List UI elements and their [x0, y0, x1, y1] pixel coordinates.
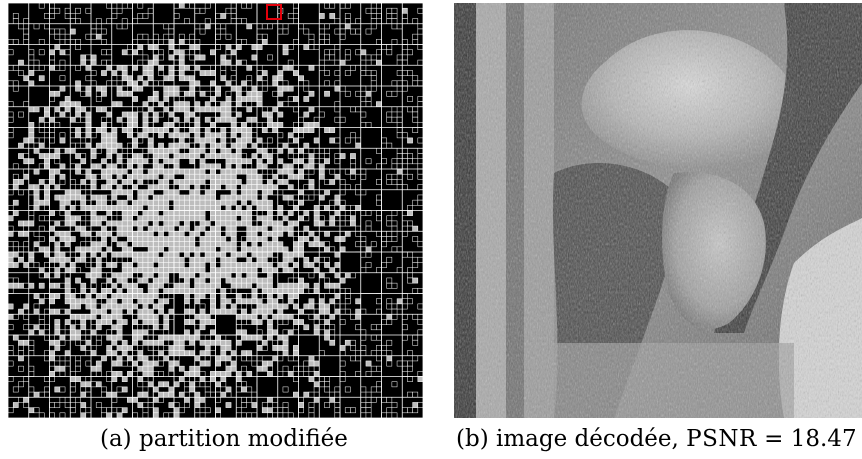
decoded-image — [454, 3, 862, 418]
caption-b: (b) image décodée, PSNR = 18.47 dB — [456, 426, 862, 452]
caption-a-label: (a) — [100, 426, 132, 452]
partition-map — [8, 3, 423, 418]
psnr-label: PSNR — [686, 426, 757, 452]
highlight-block — [266, 4, 282, 20]
decoded-image-svg — [454, 3, 862, 418]
partition-grid-layer — [8, 3, 423, 418]
large-dark-blocks-layer — [28, 3, 403, 398]
caption-b-label: (b) — [456, 426, 489, 452]
noise-overlay — [454, 3, 862, 418]
quadtree-partition-svg — [8, 3, 423, 418]
psnr-value: 18.47 — [790, 426, 857, 452]
caption-a: (a) partition modifiée — [100, 426, 348, 452]
caption-b-text: image décodée, — [495, 426, 687, 452]
psnr-equals: = — [756, 426, 791, 452]
caption-a-text: partition modifiée — [138, 426, 348, 452]
